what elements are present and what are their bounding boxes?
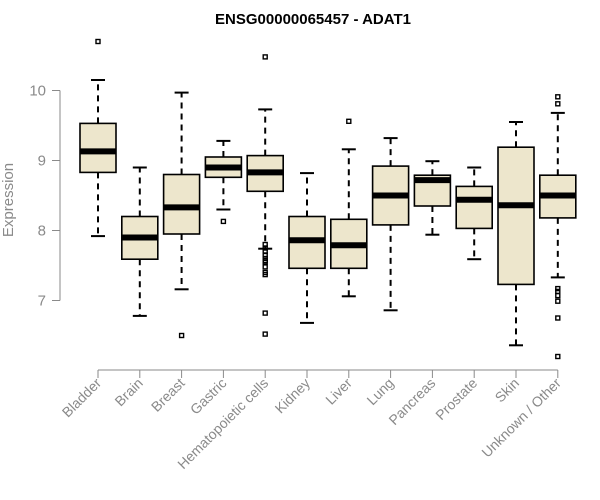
outlier-point — [555, 101, 561, 107]
x-tick-label: Liver — [322, 375, 355, 408]
outlier-point — [262, 54, 268, 60]
outlier-point — [555, 353, 561, 360]
box-brain — [121, 166, 159, 317]
outlier-point — [555, 292, 561, 299]
box-body — [497, 146, 535, 286]
outlier-point — [95, 38, 101, 45]
outlier-point — [555, 285, 561, 292]
x-tick-label: Lung — [363, 375, 396, 408]
outlier-point — [555, 315, 561, 321]
box-gastric — [204, 139, 243, 225]
box-prostate — [455, 166, 494, 261]
box-lung — [371, 137, 410, 312]
box-breast — [162, 91, 201, 339]
outlier-point — [262, 331, 268, 337]
y-tick-label: 10 — [29, 83, 46, 100]
outlier-point — [555, 288, 561, 295]
x-tick-label: Unknown / Other — [478, 375, 564, 461]
box-hematopoietic-cells — [246, 54, 284, 337]
x-tick-label: Brain — [111, 375, 145, 409]
box-unknown-other — [538, 94, 577, 360]
outlier-point — [262, 259, 268, 265]
outlier-point — [262, 271, 268, 278]
x-tick-label: Breast — [148, 375, 188, 415]
box-body — [162, 173, 201, 235]
box-series — [79, 38, 577, 360]
x-tick-label: Kidney — [272, 375, 314, 417]
y-axis-label: Expression — [0, 163, 17, 237]
box-body — [455, 185, 494, 230]
outlier-point — [178, 332, 185, 339]
outlier-point — [262, 310, 268, 316]
outlier-point — [555, 298, 561, 304]
y-tick-label: 7 — [38, 293, 46, 310]
x-tick-label: Bladder — [59, 375, 105, 421]
outlier-point — [555, 94, 561, 100]
outlier-point — [262, 264, 268, 270]
box-bladder — [79, 38, 117, 238]
y-axis: 7 8 9 10 — [29, 83, 61, 310]
outlier-point — [346, 118, 352, 125]
x-tick-label: Prostate — [432, 375, 480, 423]
box-skin — [497, 121, 535, 347]
outlier-point — [220, 218, 227, 225]
x-tick-label: Skin — [492, 375, 523, 406]
y-tick-label: 8 — [38, 223, 46, 240]
box-liver — [329, 118, 368, 298]
box-pancreas — [413, 160, 452, 236]
box-kidney — [288, 172, 326, 324]
box-body — [79, 122, 117, 174]
chart-title: ENSG00000065457 - ADAT1 — [215, 11, 411, 28]
y-tick-label: 9 — [38, 153, 46, 170]
